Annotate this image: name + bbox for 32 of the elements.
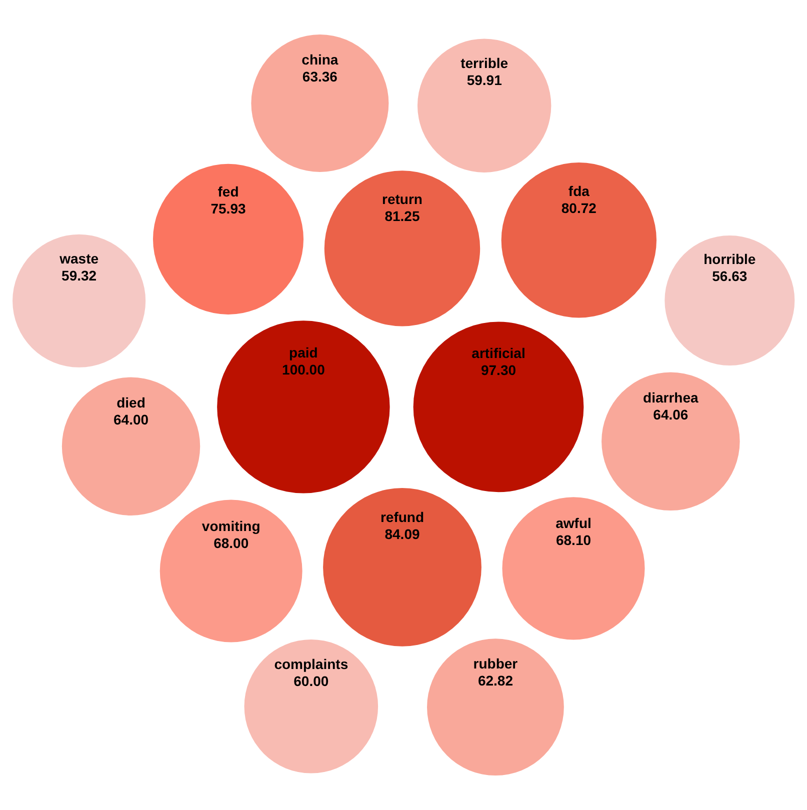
data-label: 68.10	[556, 532, 592, 548]
data-label: 63.36	[302, 68, 338, 85]
category-label: china	[302, 52, 338, 68]
data-label: 100.00	[282, 361, 326, 378]
data-label: 97.30	[480, 362, 516, 378]
data-label: 56.63	[712, 268, 748, 284]
category-label: complaints	[274, 656, 348, 672]
category-label: vomiting	[202, 518, 260, 534]
data-label: 84.09	[384, 526, 420, 542]
category-label: awful	[556, 515, 592, 532]
data-label: 62.82	[478, 672, 514, 689]
data-label: 80.72	[561, 200, 597, 216]
category-label: artificial	[472, 345, 526, 362]
category-label: terrible	[460, 55, 508, 72]
data-label: 64.00	[113, 412, 149, 428]
category-label: waste	[58, 250, 99, 267]
category-label: rubber	[473, 656, 518, 672]
category-label: diarrhea	[643, 390, 699, 406]
category-label: fda	[568, 182, 590, 199]
data-label: 59.32	[62, 268, 97, 284]
category-label: horrible	[704, 251, 756, 268]
category-label: died	[116, 394, 146, 411]
category-label: fed	[218, 183, 239, 200]
category-label: refund	[380, 509, 424, 526]
data-label: 59.91	[466, 72, 502, 88]
data-label: 68.00	[214, 534, 249, 551]
data-label: 60.00	[294, 672, 329, 689]
category-label: paid	[289, 344, 318, 360]
data-label: 64.06	[653, 406, 688, 423]
data-label: 81.25	[384, 208, 420, 224]
category-label: return	[382, 191, 422, 208]
data-label: 75.93	[210, 200, 246, 216]
